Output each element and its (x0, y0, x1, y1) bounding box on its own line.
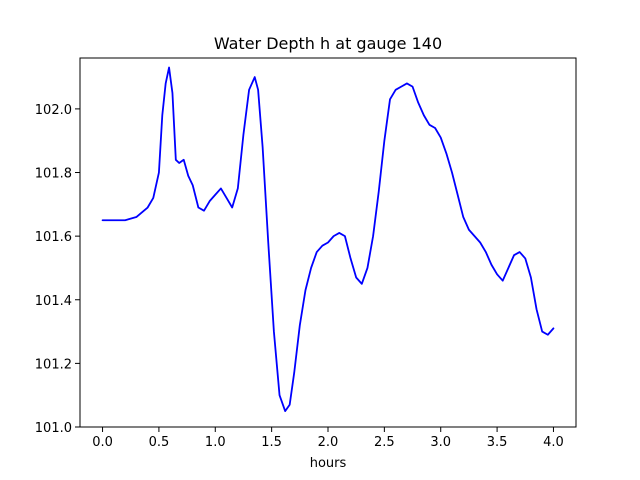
chart-title: Water Depth h at gauge 140 (214, 34, 442, 53)
y-tick-label: 101.4 (35, 294, 72, 309)
x-tick-label: 3.0 (430, 435, 451, 450)
y-tick-label: 101.0 (35, 421, 72, 436)
x-tick-label: 0.0 (92, 435, 113, 450)
x-tick-label: 4.0 (543, 435, 564, 450)
y-tick-label: 101.6 (35, 230, 72, 245)
x-axis-label: hours (310, 456, 347, 471)
x-tick-label: 2.5 (374, 435, 395, 450)
x-tick-label: 0.5 (149, 435, 170, 450)
x-tick-label: 1.5 (261, 435, 282, 450)
y-tick-label: 101.8 (35, 167, 72, 182)
x-tick-label: 1.0 (205, 435, 226, 450)
x-tick-label: 2.0 (318, 435, 339, 450)
y-axis: 101.0 101.2 101.4 101.6 101.8 102.0 (35, 103, 80, 436)
y-tick-label: 102.0 (35, 103, 72, 118)
x-axis: 0.0 0.5 1.0 1.5 2.0 2.5 3.0 3.5 4.0 (92, 427, 564, 450)
series-line-0 (101, 66, 555, 412)
x-tick-label: 3.5 (487, 435, 508, 450)
y-tick-label: 101.2 (35, 357, 72, 372)
